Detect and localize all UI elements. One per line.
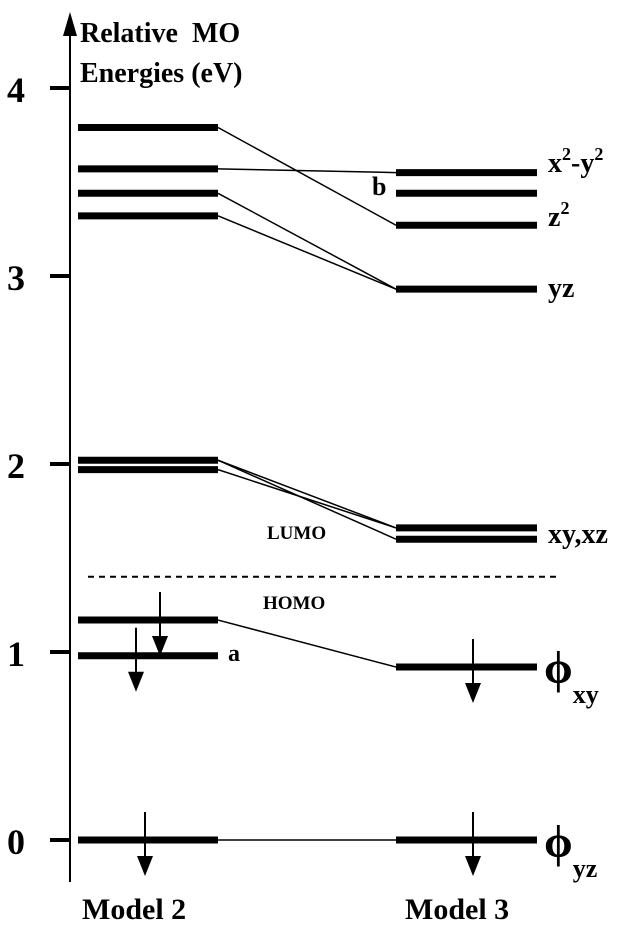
lumo-label: LUMO (267, 523, 326, 544)
label-xy-xz: xy,xz (548, 519, 608, 550)
label-z2-base: z (548, 202, 560, 233)
electron-arrow-m2-a (128, 627, 144, 692)
label-z2: z2 (548, 198, 569, 233)
label-phi-xy: ϕxy (544, 642, 599, 709)
label-phi-xy-sub: xy (573, 680, 599, 709)
label-phi-yz-symbol: ϕ (544, 816, 573, 867)
y-tick-label-2: 2 (7, 446, 25, 486)
electron-arrow-m3-phiyz (465, 812, 481, 876)
label-z2-sup: 2 (560, 198, 569, 218)
label-x2-y2-x: x (548, 148, 562, 179)
electron-arrow-m3-phixy (465, 639, 481, 704)
label-x2-y2-sup1: 2 (562, 144, 571, 164)
correlation-m2-l5-m3-xy-upper (217, 459, 397, 529)
mark-b: b (372, 172, 386, 201)
energy-levels (78, 123, 537, 844)
y-axis-arrowhead (63, 12, 77, 36)
label-x2-y2-mid: -y (571, 148, 594, 179)
electron-arrow-m2-homo (152, 592, 168, 657)
homo-label: HOMO (263, 593, 325, 614)
y-axis-ticks: 0 1 2 3 4 (7, 70, 70, 862)
correlation-m2-l2-m3-x2y2 (217, 168, 397, 174)
correlation-m2-l3-m3-yz (217, 192, 397, 290)
correlation-m2-l6-m3-xy-upper (217, 468, 397, 529)
y-tick-label-0: 0 (7, 822, 25, 862)
correlation-m2-l1-m3-z2 (217, 126, 397, 226)
label-yz: yz (548, 273, 574, 304)
mark-a: a (228, 641, 240, 667)
electron-arrows (128, 592, 481, 876)
correlation-m2-l5-m3-xz-lower (217, 459, 397, 540)
label-phi-yz-sub: yz (573, 854, 598, 883)
y-tick-label-4: 4 (7, 70, 25, 110)
label-phi-xy-symbol: ϕ (544, 642, 573, 693)
y-tick-label-3: 3 (7, 258, 25, 298)
column-label-model-3: Model 3 (405, 893, 509, 925)
correlation-m2-l4-m3-yz (217, 215, 397, 290)
label-phi-yz: ϕyz (544, 816, 597, 883)
y-tick-label-1: 1 (7, 634, 25, 674)
label-x2-y2: x2-y2 (548, 144, 603, 179)
axis-title-line2: Energies (eV) (80, 58, 243, 89)
column-label-model-2: Model 2 (82, 893, 186, 925)
label-x2-y2-sup2: 2 (594, 144, 603, 164)
axis-title-line1: Relative MO (80, 18, 240, 49)
correlation-m2-homo-m3-phixy (217, 619, 397, 668)
correlation-lines (217, 126, 397, 841)
electron-arrow-m2-base (137, 812, 153, 876)
